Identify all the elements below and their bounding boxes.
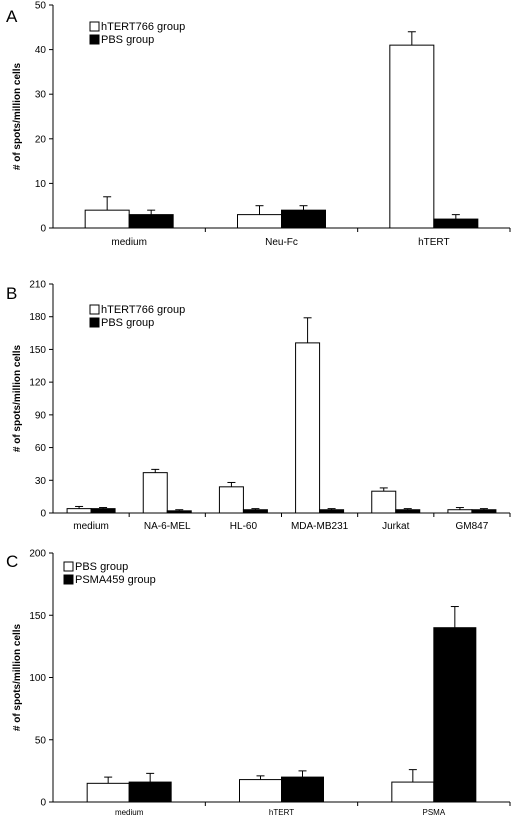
y-tick-label: 0 (40, 224, 46, 235)
bar-filled (281, 209, 326, 229)
bar-open (66, 508, 92, 514)
bar-filled (128, 214, 174, 229)
legend-swatch (89, 21, 100, 32)
y-tick-label: 0 (40, 509, 46, 520)
bar-filled (433, 627, 477, 803)
category-label: medium (115, 808, 144, 816)
legend-swatch (63, 574, 74, 585)
category-label: MDA-MB231 (291, 521, 349, 532)
panel-letter: B (6, 284, 17, 303)
category-label: HL-60 (230, 521, 258, 532)
bar-open (295, 342, 321, 514)
y-tick-label: 20 (35, 134, 47, 145)
bar-open (142, 472, 168, 514)
bar-open (237, 214, 282, 229)
bar-filled (319, 509, 345, 514)
bar-filled (128, 781, 172, 803)
panel-c: C 0 50 100 150 200 # of spots/million cells med… (6, 549, 511, 816)
y-tick-label: 0 (40, 798, 46, 809)
category-label: NA-6-MEL (144, 521, 191, 532)
legend-label: hTERT766 group (101, 21, 185, 33)
y-tick-label: 180 (29, 312, 46, 323)
bar-filled (281, 776, 324, 803)
bar-filled (471, 509, 497, 514)
y-tick-label: 50 (35, 735, 47, 746)
panel-b: B 0 30 60 90 120 150 180 210 # of spots/million c… (6, 280, 511, 532)
bar-open (84, 209, 130, 229)
bar-filled (433, 218, 479, 229)
legend-label: PBS group (75, 561, 128, 573)
y-axis-label: # of spots/million cells (12, 623, 23, 731)
bar-open (389, 44, 435, 229)
bar-open (239, 779, 282, 803)
bar-filled (242, 509, 268, 514)
panel-letter: C (6, 552, 18, 571)
legend-label: PBS group (101, 317, 154, 329)
panel-a: A 0 10 20 30 40 50 # of spots/million cells medi… (6, 1, 511, 248)
legend-swatch (89, 304, 100, 315)
panel-letter: A (6, 7, 18, 26)
legend-label: PSMA459 group (75, 574, 156, 586)
legend-label: hTERT766 group (101, 304, 185, 316)
category-label: hTERT (269, 808, 294, 816)
bar-open (391, 781, 435, 803)
bar-filled (166, 510, 192, 514)
y-tick-label: 150 (29, 611, 46, 622)
category-label: Jurkat (382, 521, 409, 532)
bar-open (218, 486, 244, 514)
category-label: GM847 (456, 521, 489, 532)
y-tick-label: 30 (35, 90, 47, 101)
y-tick-label: 90 (35, 410, 47, 421)
y-tick-label: 210 (29, 280, 46, 291)
y-tick-label: 30 (35, 476, 47, 487)
y-tick-label: 10 (35, 179, 47, 190)
category-label: Neu-Fc (265, 237, 298, 248)
legend-swatch (63, 561, 74, 572)
bar-open (447, 509, 473, 514)
category-label: PSMA (422, 808, 445, 816)
y-axis-label: # of spots/million cells (12, 344, 23, 452)
y-tick-label: 40 (35, 45, 47, 56)
bar-open (86, 782, 130, 803)
y-tick-label: 100 (29, 673, 46, 684)
legend-swatch (89, 34, 100, 45)
y-tick-label: 50 (35, 1, 47, 12)
y-tick-label: 150 (29, 345, 46, 356)
category-label: medium (73, 521, 109, 532)
category-label: hTERT (418, 237, 450, 248)
y-tick-label: 120 (29, 378, 46, 389)
y-axis-label: # of spots/million cells (12, 62, 23, 170)
category-label: medium (111, 237, 147, 248)
bar-filled (90, 508, 116, 514)
bar-filled (395, 509, 421, 514)
legend-label: PBS group (101, 34, 154, 46)
bar-open (371, 490, 397, 514)
y-tick-label: 60 (35, 443, 47, 454)
legend-swatch (89, 317, 100, 328)
y-tick-label: 200 (29, 549, 46, 560)
